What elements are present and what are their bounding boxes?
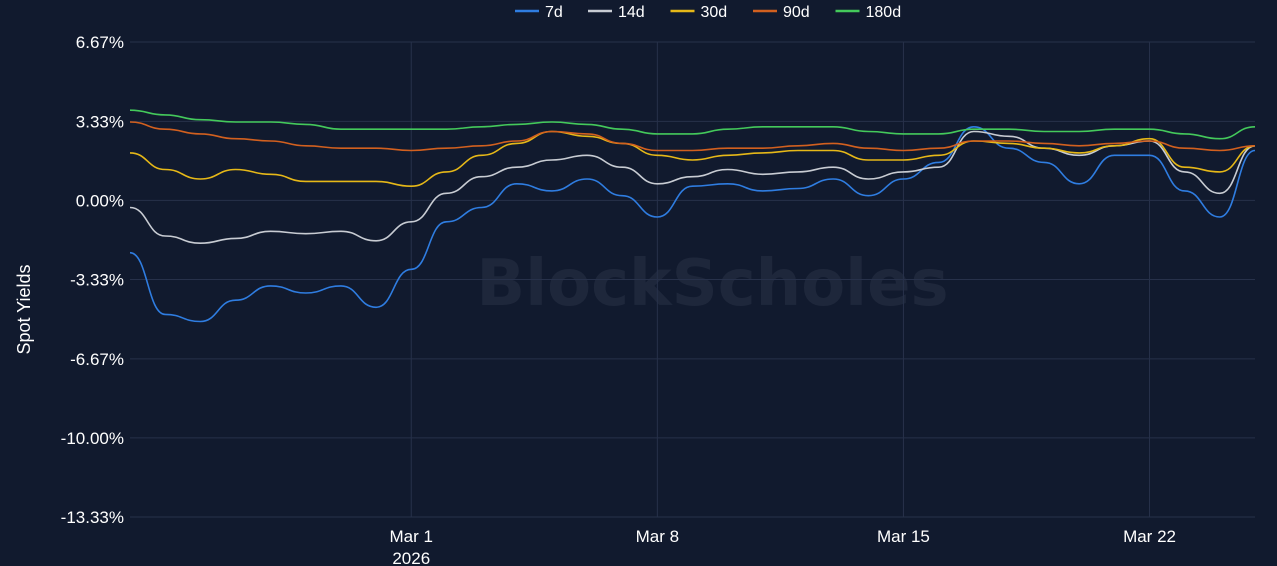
y-tick-label: 6.67% <box>76 33 124 52</box>
legend-label-30d[interactable]: 30d <box>701 4 728 21</box>
watermark-text: BlockScholes <box>476 247 948 321</box>
x-tick-label: Mar 22 <box>1123 527 1176 546</box>
legend-label-180d[interactable]: 180d <box>866 4 902 21</box>
y-tick-label: -3.33% <box>70 271 124 290</box>
y-tick-label: 0.00% <box>76 191 124 210</box>
y-tick-label: -6.67% <box>70 350 124 369</box>
legend-label-90d[interactable]: 90d <box>783 4 810 21</box>
legend-label-7d[interactable]: 7d <box>545 4 563 21</box>
x-tick-sublabel: 2026 <box>392 549 430 566</box>
series-line-90d <box>129 121 1256 152</box>
series-line-30d <box>129 130 1256 187</box>
x-tick-label: Mar 15 <box>877 527 930 546</box>
series-line-7d <box>129 126 1256 323</box>
series-line-180d <box>129 109 1256 140</box>
y-tick-label: -10.00% <box>61 429 124 448</box>
x-tick-label: Mar 8 <box>636 527 679 546</box>
legend-label-14d[interactable]: 14d <box>618 4 645 21</box>
y-axis-title: Spot Yields <box>14 264 34 354</box>
x-tick-label: Mar 1 <box>390 527 433 546</box>
y-tick-label: -13.33% <box>61 508 124 527</box>
y-tick-label: 3.33% <box>76 112 124 131</box>
series-line-14d <box>129 130 1256 244</box>
